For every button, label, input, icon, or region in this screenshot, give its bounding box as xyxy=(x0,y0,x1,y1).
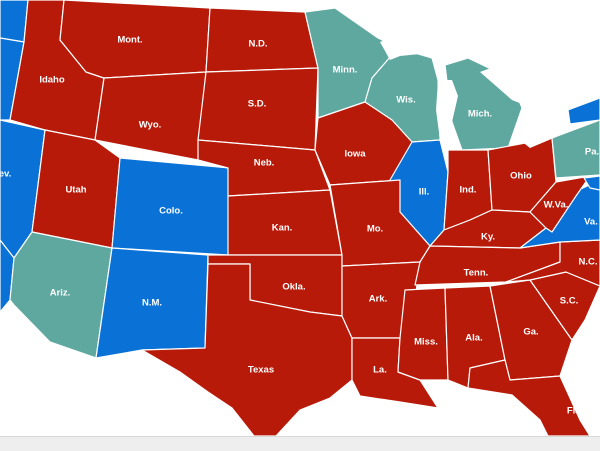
lake-erie xyxy=(520,126,568,148)
state-md[interactable] xyxy=(583,175,600,191)
state-nm[interactable] xyxy=(95,247,209,359)
state-nc[interactable] xyxy=(505,239,600,287)
state-ny[interactable] xyxy=(567,97,600,125)
bottom-scroll-bar[interactable] xyxy=(0,436,600,451)
state-mont[interactable] xyxy=(59,0,211,79)
state-miss[interactable] xyxy=(397,287,449,381)
state-pa[interactable] xyxy=(551,119,600,179)
state-wva[interactable] xyxy=(529,175,591,233)
state-colo[interactable] xyxy=(111,157,231,256)
lake-michigan xyxy=(436,80,458,150)
state-nd[interactable] xyxy=(205,7,319,73)
lake-superior xyxy=(380,30,478,60)
state-kan[interactable] xyxy=(227,189,343,256)
state-wash[interactable] xyxy=(0,0,29,43)
state-fla[interactable] xyxy=(467,359,591,437)
state-sd[interactable] xyxy=(197,67,319,151)
lake-huron xyxy=(480,60,528,104)
